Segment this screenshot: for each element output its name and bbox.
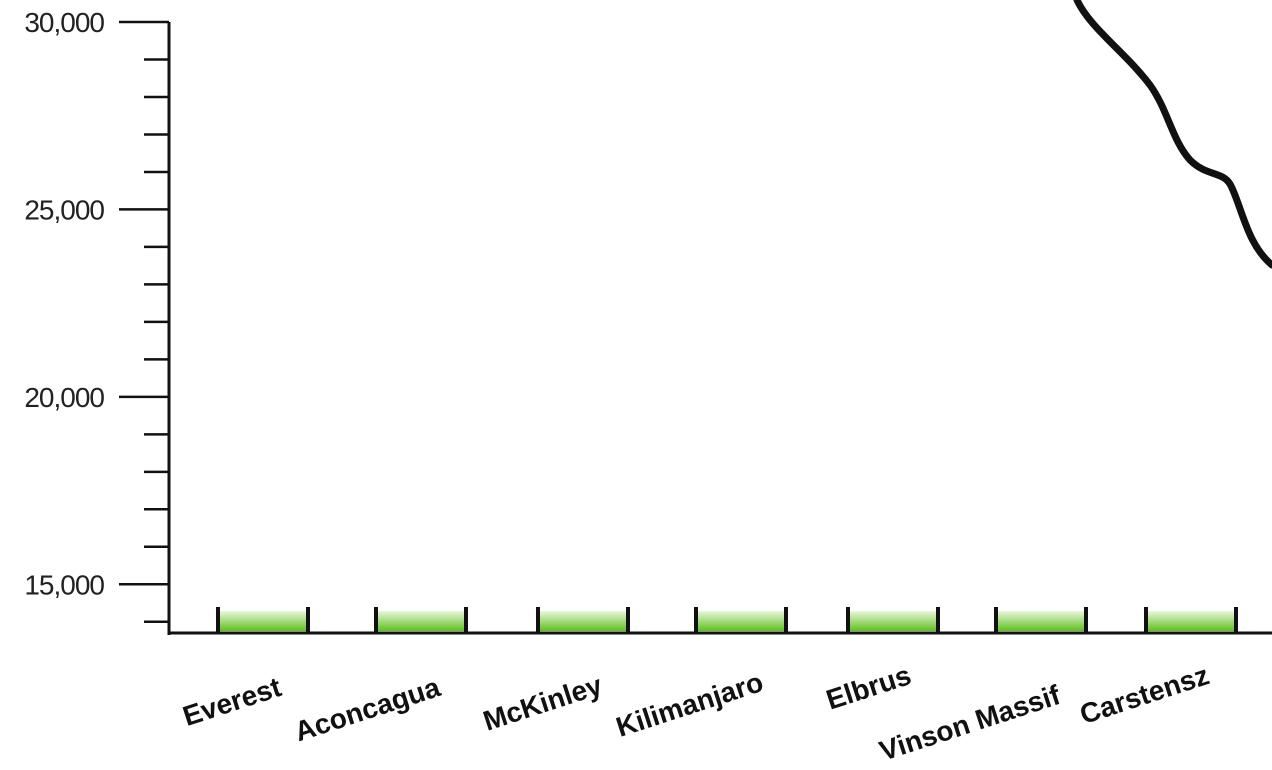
- x-category-label: McKinley: [479, 669, 606, 737]
- x-labels: Everest Aconcagua McKinley Kilimanjaro Elbru…: [179, 659, 1213, 767]
- y-tick-label: 15,000: [24, 569, 104, 600]
- bar: [378, 611, 464, 631]
- x-category-label: Everest: [179, 671, 285, 732]
- bar: [220, 611, 306, 631]
- bar: [998, 611, 1084, 631]
- mountain-silhouette-line: [1073, 0, 1272, 269]
- bar: [698, 611, 784, 631]
- y-tick-label: 20,000: [24, 382, 104, 413]
- x-category-label: Kilimanjaro: [612, 666, 767, 743]
- bars: [216, 607, 1238, 633]
- y-tick-label: 30,000: [24, 7, 104, 38]
- bar: [1148, 611, 1234, 631]
- bar: [850, 611, 936, 631]
- x-category-label: Carstensz: [1076, 659, 1213, 730]
- y-tick-label: 25,000: [24, 194, 104, 225]
- y-axis: 15,000 20,000 25,000 30,000: [24, 7, 171, 635]
- bar: [540, 611, 626, 631]
- x-category-label: Aconcagua: [291, 671, 445, 747]
- x-category-label: Elbrus: [822, 659, 914, 715]
